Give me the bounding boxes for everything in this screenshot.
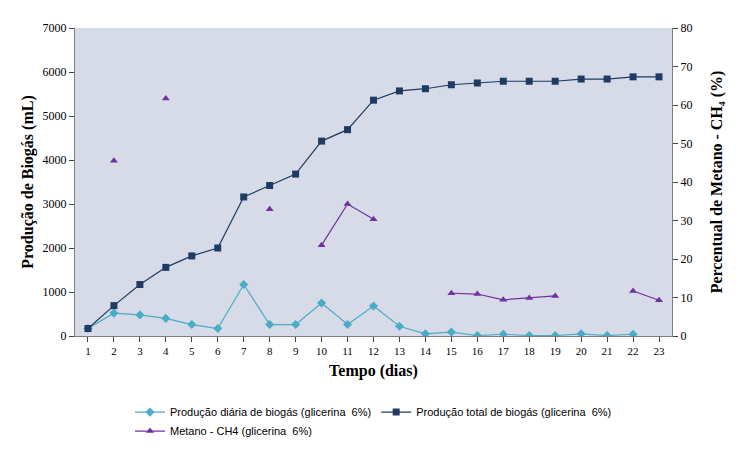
svg-text:Produção total de biogás (glic: Produção total de biogás (glicerina 6%) (416, 406, 611, 418)
svg-text:0: 0 (680, 329, 686, 343)
svg-text:4000: 4000 (43, 153, 67, 167)
svg-text:3000: 3000 (43, 197, 67, 211)
svg-text:2000: 2000 (43, 241, 67, 255)
svg-text:Tempo (dias): Tempo (dias) (329, 362, 418, 380)
svg-text:0: 0 (61, 329, 67, 343)
svg-text:6: 6 (215, 345, 221, 357)
svg-text:40: 40 (680, 175, 692, 189)
svg-text:22: 22 (628, 345, 639, 357)
svg-text:5: 5 (189, 345, 195, 357)
svg-text:1: 1 (85, 345, 91, 357)
svg-text:18: 18 (524, 345, 536, 357)
svg-text:16: 16 (472, 345, 484, 357)
svg-text:17: 17 (498, 345, 510, 357)
svg-text:50: 50 (680, 137, 692, 151)
svg-text:Metano - CH4 (glicerina 6%): Metano - CH4 (glicerina 6%) (170, 425, 312, 437)
svg-text:Produção de Biogás (mL): Produção de Biogás (mL) (19, 95, 37, 268)
svg-text:10: 10 (680, 291, 692, 305)
svg-text:10: 10 (316, 345, 328, 357)
svg-text:19: 19 (550, 345, 562, 357)
svg-text:3: 3 (137, 345, 143, 357)
svg-text:13: 13 (394, 345, 406, 357)
svg-text:80: 80 (680, 21, 692, 35)
svg-text:9: 9 (293, 345, 299, 357)
svg-text:11: 11 (342, 345, 353, 357)
svg-text:60: 60 (680, 98, 692, 112)
svg-text:14: 14 (420, 345, 432, 357)
svg-text:15: 15 (446, 345, 458, 357)
svg-text:70: 70 (680, 60, 692, 74)
svg-text:4: 4 (163, 345, 169, 357)
svg-text:7000: 7000 (43, 21, 67, 35)
svg-text:6000: 6000 (43, 65, 67, 79)
svg-text:Produção diária de biogás (gli: Produção diária de biogás (glicerina 6%) (170, 406, 371, 418)
svg-text:7: 7 (241, 345, 247, 357)
svg-text:Percentual de Metano - CH₄ (%): Percentual de Metano - CH₄ (%) (708, 71, 726, 294)
svg-text:20: 20 (576, 345, 588, 357)
svg-text:20: 20 (680, 252, 692, 266)
svg-text:5000: 5000 (43, 109, 67, 123)
svg-text:21: 21 (602, 345, 613, 357)
svg-text:23: 23 (654, 345, 666, 357)
svg-text:2: 2 (111, 345, 117, 357)
svg-text:8: 8 (267, 345, 273, 357)
svg-text:1000: 1000 (43, 285, 67, 299)
svg-text:30: 30 (680, 214, 692, 228)
svg-text:12: 12 (368, 345, 379, 357)
